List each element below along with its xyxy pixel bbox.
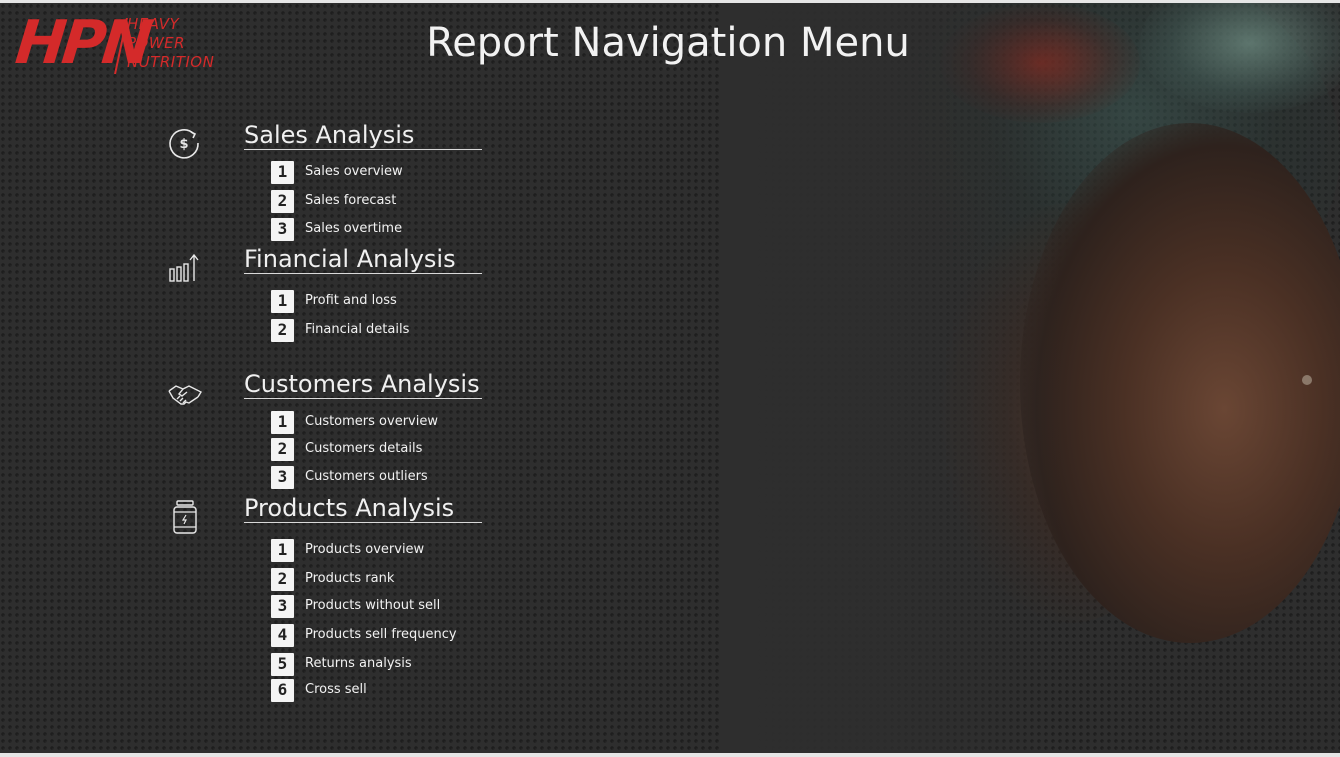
nav-item-customers-details[interactable]: 2 Customers details [271, 437, 422, 461]
item-label: Products sell frequency [305, 627, 457, 642]
section-title-sales: Sales Analysis [244, 121, 482, 150]
brand-logo: HPN HEAVY POWER NUTRITION [12, 8, 214, 78]
item-label: Returns analysis [305, 656, 412, 671]
athlete-background-photo [720, 3, 1340, 753]
page-title: Report Navigation Menu [426, 20, 910, 66]
nav-item-financial-details[interactable]: 2 Financial details [271, 318, 409, 342]
item-number-badge: 6 [271, 678, 294, 702]
page-tabs-strip [0, 753, 1340, 757]
nav-item-products-overview[interactable]: 1 Products overview [271, 538, 424, 562]
handshake-icon [164, 373, 206, 415]
section-title-financial: Financial Analysis [244, 245, 482, 274]
item-number-badge: 2 [271, 567, 294, 591]
section-title-customers: Customers Analysis [244, 370, 482, 399]
item-label: Products without sell [305, 598, 441, 613]
item-number-badge: 3 [271, 465, 294, 489]
item-label: Cross sell [305, 682, 367, 697]
nav-item-returns-analysis[interactable]: 5 Returns analysis [271, 652, 412, 676]
item-number-badge: 1 [271, 538, 294, 562]
item-label: Sales overtime [305, 221, 403, 236]
item-number-badge: 2 [271, 437, 294, 461]
item-number-badge: 1 [271, 160, 294, 184]
nav-item-cross-sell[interactable]: 6 Cross sell [271, 678, 367, 702]
report-canvas: HPN HEAVY POWER NUTRITION Report Navigat… [0, 3, 1340, 753]
nav-item-sales-overview[interactable]: 1 Sales overview [271, 160, 403, 184]
item-number-badge: 1 [271, 410, 294, 434]
nav-item-sales-forecast[interactable]: 2 Sales forecast [271, 189, 396, 213]
item-label: Sales forecast [305, 193, 397, 208]
item-label: Sales overview [305, 164, 403, 179]
item-label: Customers overview [305, 414, 438, 429]
logo-line-2: POWER [127, 34, 186, 52]
nav-item-products-without-sell[interactable]: 3 Products without sell [271, 594, 440, 618]
item-label: Customers details [305, 441, 423, 456]
nav-item-profit-and-loss[interactable]: 1 Profit and loss [271, 289, 397, 313]
nav-item-customers-overview[interactable]: 1 Customers overview [271, 410, 438, 434]
item-number-badge: 3 [271, 594, 294, 618]
item-number-badge: 2 [271, 189, 294, 213]
svg-text:$: $ [179, 137, 188, 152]
dollar-refresh-icon: $ [164, 122, 206, 164]
nav-item-sales-overtime[interactable]: 3 Sales overtime [271, 217, 402, 241]
nav-item-products-rank[interactable]: 2 Products rank [271, 567, 394, 591]
item-number-badge: 3 [271, 217, 294, 241]
item-label: Customers outliers [305, 469, 428, 484]
item-number-badge: 1 [271, 289, 294, 313]
section-title-products: Products Analysis [244, 494, 482, 523]
item-number-badge: 4 [271, 623, 294, 647]
nav-item-customers-outliers[interactable]: 3 Customers outliers [271, 465, 428, 489]
item-label: Financial details [305, 322, 410, 337]
supplement-jar-icon [164, 497, 206, 539]
item-label: Products rank [305, 571, 395, 586]
nav-item-products-sell-frequency[interactable]: 4 Products sell frequency [271, 623, 457, 647]
logo-line-3: NUTRITION [127, 53, 215, 71]
item-number-badge: 5 [271, 652, 294, 676]
item-number-badge: 2 [271, 318, 294, 342]
item-label: Profit and loss [305, 293, 397, 308]
item-label: Products overview [305, 542, 425, 557]
bar-chart-arrow-icon [164, 247, 206, 289]
logo-line-1: HEAVY [127, 15, 180, 33]
